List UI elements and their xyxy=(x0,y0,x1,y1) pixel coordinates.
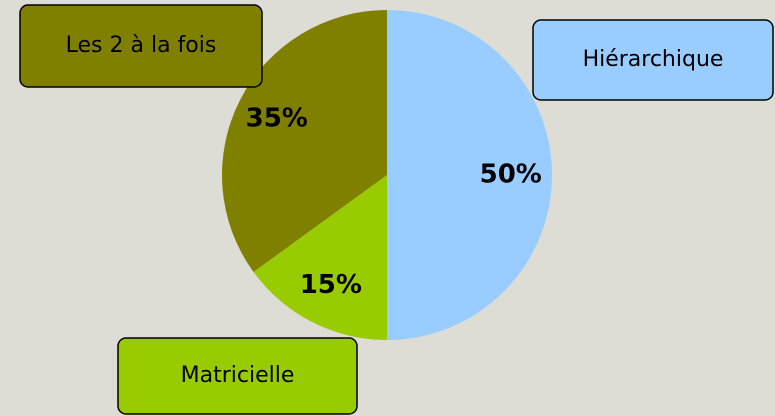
legend-box xyxy=(19,4,263,88)
data-label: 50% xyxy=(480,160,542,190)
pie-slice xyxy=(222,9,387,272)
data-label: 35% xyxy=(246,103,308,133)
legend-label: Matricielle xyxy=(181,363,295,388)
pie-slice xyxy=(253,175,387,340)
legend-label: Hiérarchique xyxy=(583,47,724,72)
legend-box xyxy=(532,19,774,101)
legend-box xyxy=(117,337,358,415)
pie-slice xyxy=(387,10,552,340)
data-label: 15% xyxy=(300,270,362,300)
legend-label: Les 2 à la fois xyxy=(66,33,217,58)
